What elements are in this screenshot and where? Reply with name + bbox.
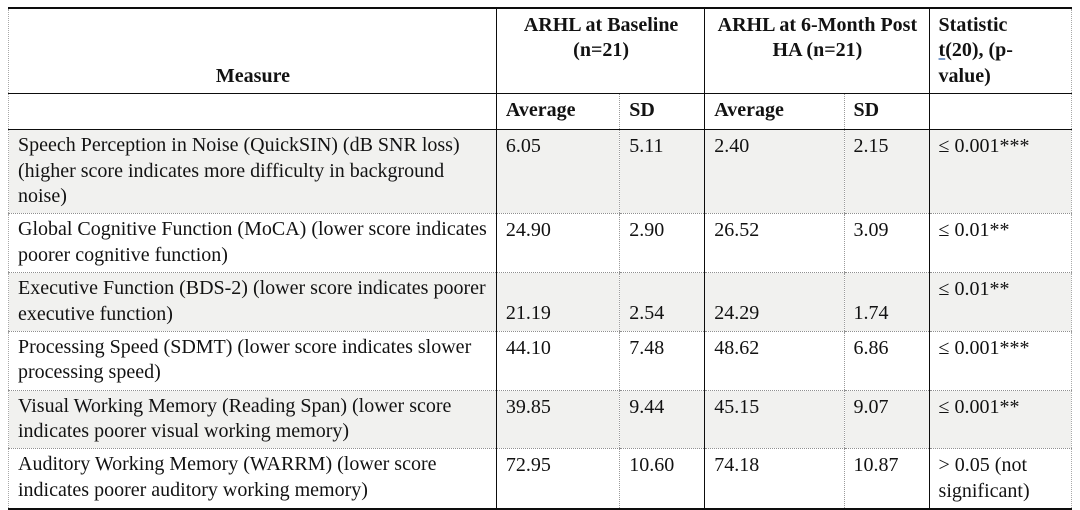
baseline-average-cell: 44.10 [495, 331, 620, 391]
baseline-average-cell: 24.90 [495, 213, 620, 274]
statistic-cell: ≤ 0.01** [928, 272, 1072, 332]
column-header-measure: Measure [8, 8, 497, 95]
statistic-t-symbol: t [938, 39, 946, 62]
subheader-statistic-empty [928, 93, 1072, 131]
baseline-average-cell: 6.05 [495, 129, 620, 215]
post-sd-cell: 6.86 [843, 331, 930, 391]
baseline-sd-cell: 10.60 [619, 448, 705, 510]
measure-cell: Global Cognitive Function (MoCA) (lower … [8, 213, 497, 274]
baseline-average-cell: 21.19 [495, 272, 620, 332]
post-average-cell: 2.40 [704, 129, 844, 215]
post-average-cell: 24.29 [704, 272, 844, 332]
results-table: Measure ARHL at Baseline (n=21) ARHL at … [8, 7, 1072, 510]
document-page: Measure ARHL at Baseline (n=21) ARHL at … [8, 7, 1072, 510]
table-row-reading-span: Visual Working Memory (Reading Span) (lo… [8, 390, 1072, 450]
baseline-sd-cell: 5.11 [619, 129, 705, 215]
post-average-cell: 45.15 [704, 390, 844, 450]
baseline-sd-cell: 9.44 [619, 390, 705, 450]
header-row-subcolumns: Average SD Average SD [8, 93, 1072, 131]
post-sd-cell: 10.87 [843, 448, 930, 510]
column-header-baseline-group: ARHL at Baseline (n=21) [495, 8, 705, 95]
table-row-warrm: Auditory Working Memory (WARRM) (lower s… [8, 448, 1072, 510]
statistic-cell: ≤ 0.01** [928, 213, 1072, 274]
table-row-bds2: Executive Function (BDS-2) (lower score … [8, 272, 1072, 332]
baseline-average-cell: 72.95 [495, 448, 620, 510]
baseline-average-cell: 39.85 [495, 390, 620, 450]
header-row-groups: Measure ARHL at Baseline (n=21) ARHL at … [8, 8, 1072, 95]
column-header-post-group: ARHL at 6-Month Post HA (n=21) [704, 8, 930, 95]
subheader-baseline-sd: SD [619, 93, 705, 131]
subheader-baseline-average: Average [495, 93, 620, 131]
statistic-cell: ≤ 0.001*** [928, 129, 1072, 215]
subheader-post-average: Average [704, 93, 844, 131]
table-row-quicksin: Speech Perception in Noise (QuickSIN) (d… [8, 129, 1072, 215]
post-sd-cell: 9.07 [843, 390, 930, 450]
column-header-statistic: Statistic t(20), (p-value) [928, 8, 1072, 95]
baseline-sd-cell: 2.54 [619, 272, 705, 332]
post-average-cell: 26.52 [704, 213, 844, 274]
table-row-sdmt: Processing Speed (SDMT) (lower score ind… [8, 331, 1072, 391]
statistic-cell: ≤ 0.001*** [928, 331, 1072, 391]
post-average-cell: 48.62 [704, 331, 844, 391]
baseline-sd-cell: 7.48 [619, 331, 705, 391]
measure-cell: Executive Function (BDS-2) (lower score … [8, 272, 497, 332]
post-average-cell: 74.18 [704, 448, 844, 510]
baseline-sd-cell: 2.90 [619, 213, 705, 274]
table-row-moca: Global Cognitive Function (MoCA) (lower … [8, 213, 1072, 274]
statistic-cell: ≤ 0.001** [928, 390, 1072, 450]
measure-cell: Auditory Working Memory (WARRM) (lower s… [8, 448, 497, 510]
post-sd-cell: 1.74 [843, 272, 930, 332]
measure-cell: Processing Speed (SDMT) (lower score ind… [8, 331, 497, 391]
post-sd-cell: 2.15 [843, 129, 930, 215]
post-sd-cell: 3.09 [843, 213, 930, 274]
measure-cell: Visual Working Memory (Reading Span) (lo… [8, 390, 497, 450]
subheader-measure-empty [8, 93, 497, 131]
statistic-label: Statistic [938, 14, 1008, 36]
statistic-cell: > 0.05 (not significant) [928, 448, 1072, 510]
statistic-detail: (20), (p-value) [938, 39, 1013, 87]
subheader-post-sd: SD [843, 93, 930, 131]
measure-cell: Speech Perception in Noise (QuickSIN) (d… [8, 129, 497, 215]
